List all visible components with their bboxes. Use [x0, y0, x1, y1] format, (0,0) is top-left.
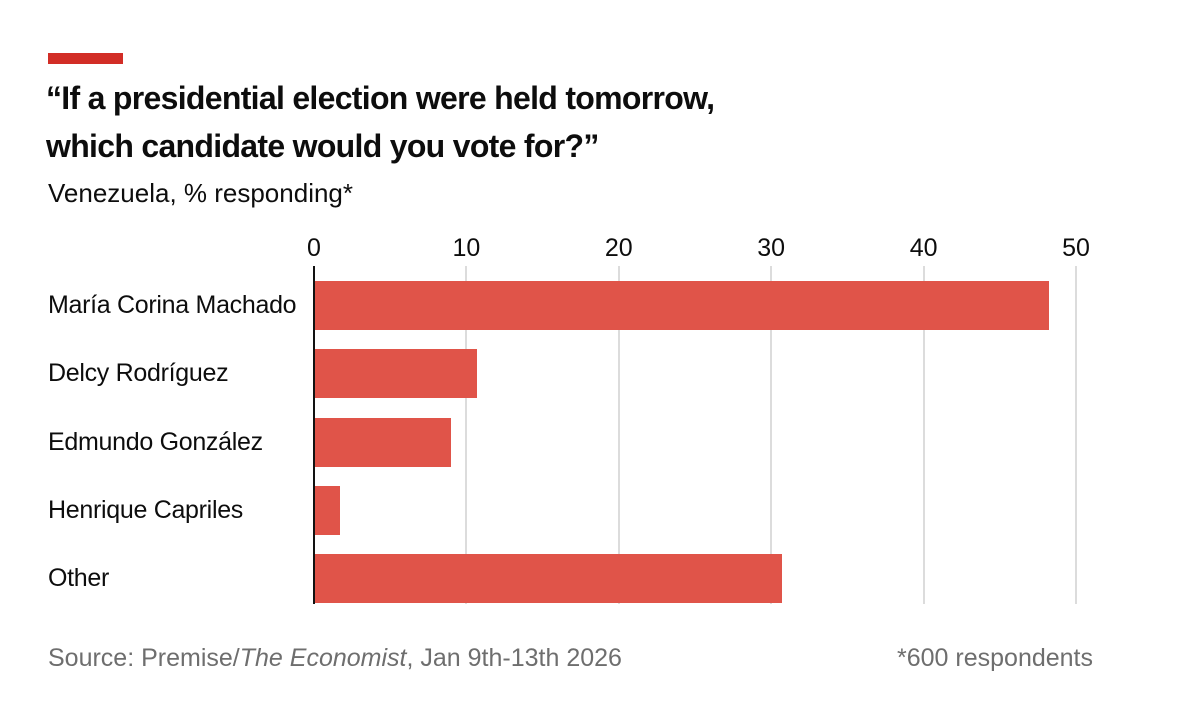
- chart-title-line2: which candidate would you vote for?”: [46, 128, 599, 164]
- respondents-footnote: *600 respondents: [897, 644, 1093, 672]
- chart-subtitle: Venezuela, % responding*: [48, 178, 354, 208]
- chart-title: “If a presidential election were held to…: [46, 74, 715, 170]
- bar: [314, 281, 1049, 330]
- bar: [314, 554, 782, 603]
- bar: [314, 417, 452, 467]
- source-note: Source: Premise/The Economist, Jan 9th-1…: [48, 644, 622, 673]
- source-publication: The Economist: [239, 644, 407, 672]
- axis-tick-label: 50: [1062, 234, 1090, 262]
- gridline: [465, 266, 468, 604]
- gridline: [1075, 266, 1077, 604]
- bar: [314, 349, 478, 399]
- axis-tick-label: 0: [307, 234, 321, 262]
- bar: [314, 485, 340, 535]
- category-label: Edmundo González: [48, 427, 263, 456]
- category-label: Other: [48, 564, 110, 592]
- axis-tick-label: 20: [604, 234, 633, 262]
- category-label: Delcy Rodríguez: [48, 359, 229, 388]
- red-tick-accent: [48, 53, 123, 64]
- source-suffix: , Jan 9th-13th 2026: [406, 644, 622, 672]
- plot-area: [313, 266, 1077, 604]
- chart-title-line1: “If a presidential election were held to…: [46, 80, 715, 116]
- axis-tick-label: 40: [909, 234, 938, 262]
- y-axis-baseline: [313, 266, 315, 604]
- category-label: Henrique Capriles: [48, 495, 243, 524]
- gridline: [922, 266, 925, 604]
- category-label: María Corina Machado: [48, 291, 297, 319]
- x-axis-tick-labels: 0 10 20 30 40 50: [307, 234, 1090, 264]
- gridline: [770, 266, 773, 604]
- category-labels: María Corina Machado Delcy Rodríguez Edmun…: [48, 266, 314, 604]
- axis-tick-label: 10: [452, 234, 481, 262]
- axis-tick-label: 30: [757, 234, 786, 262]
- gridline: [617, 266, 620, 604]
- source-prefix: Source: Premise/: [48, 644, 240, 672]
